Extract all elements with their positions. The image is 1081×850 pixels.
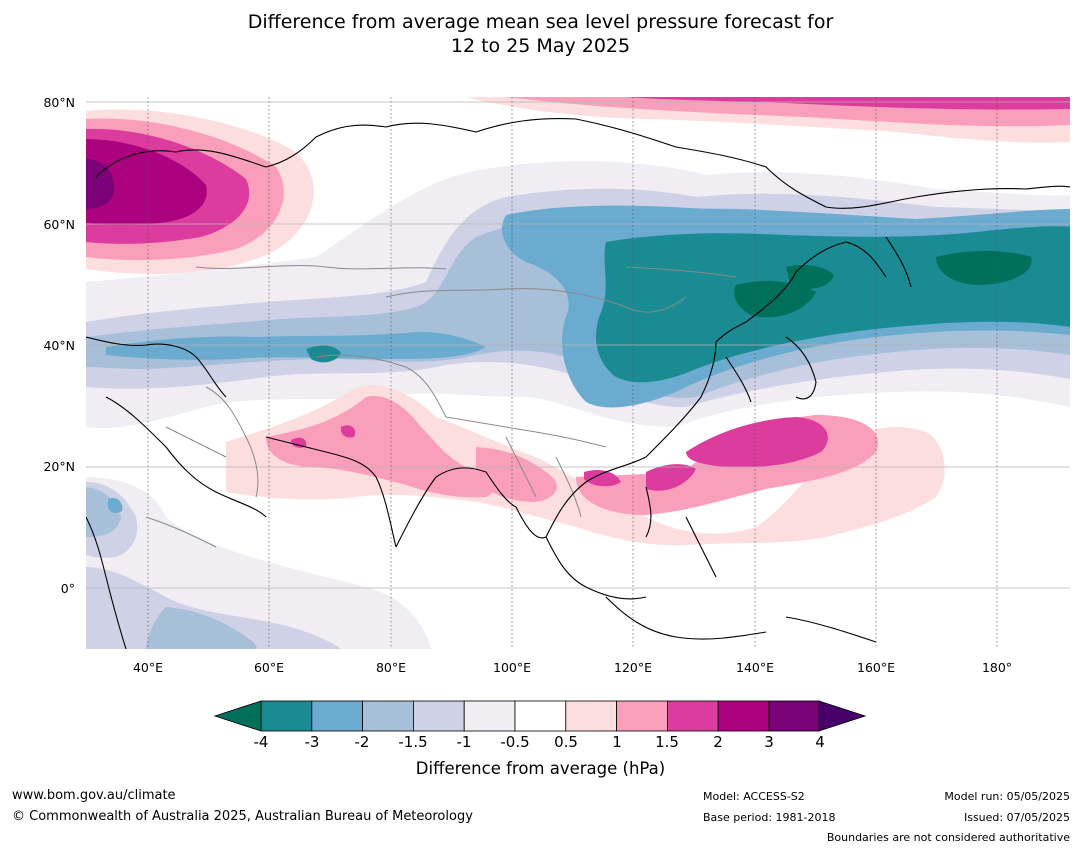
colorbar-tick: -3 — [304, 733, 320, 751]
lon-tick-100e: 100°E — [492, 660, 532, 675]
website-link[interactable]: www.bom.gov.au/climate — [12, 788, 176, 803]
title-line-1: Difference from average mean sea level p… — [247, 11, 834, 33]
lon-tick-80e: 80°E — [375, 660, 407, 675]
colorbar-tick: -2 — [354, 733, 370, 751]
colorbar-tick: 0.5 — [554, 733, 578, 751]
colorbar-cell — [717, 700, 770, 732]
lat-tick-60n: 60°N — [43, 217, 75, 232]
lat-gridlines — [86, 101, 1070, 589]
model-name: Model: ACCESS-S2 — [703, 790, 805, 803]
lon-tick-120e: 120°E — [613, 660, 653, 675]
arctic-positive-anomaly — [86, 97, 1070, 143]
colorbar-cell — [362, 700, 414, 732]
coastlines — [86, 118, 1070, 649]
lon-tick-40e: 40°E — [132, 660, 164, 675]
colorbar-cell — [565, 700, 617, 732]
colorbar-cell — [412, 700, 465, 732]
lat-tick-40n: 40°N — [43, 338, 75, 353]
colorbar-tick: 1.5 — [655, 733, 679, 751]
lat-tick-0: 0° — [60, 581, 75, 596]
lon-tick-140e: 140°E — [735, 660, 775, 675]
issued-date: Issued: 07/05/2025 — [963, 811, 1070, 824]
country-borders — [145, 265, 737, 548]
colorbar-under-arrow — [213, 700, 262, 732]
colorbar-cells — [260, 700, 821, 732]
colorbar-cell — [666, 700, 719, 732]
southwest-negative-anomaly — [86, 477, 431, 649]
lat-tick-20n: 20°N — [43, 459, 75, 474]
colorbar-tick: 1 — [612, 733, 622, 751]
pressure-anomaly-map — [86, 97, 1070, 649]
lon-tick-160e: 160°E — [856, 660, 896, 675]
lon-tick-60e: 60°E — [253, 660, 285, 675]
lat-tick-80n: 80°N — [43, 95, 75, 110]
colorbar-cell — [768, 700, 821, 732]
colorbar-tick: -4 — [253, 733, 269, 751]
title-line-2: 12 to 25 May 2025 — [450, 35, 631, 57]
colorbar-tick: -1 — [456, 733, 472, 751]
colorbar-cell — [616, 700, 668, 732]
nw-pacific-negative-anomaly — [502, 205, 1070, 408]
colorbar-cell — [514, 700, 567, 732]
map-svg — [86, 97, 1070, 649]
colorbar-over-arrow — [818, 700, 867, 732]
base-period: Base period: 1981-2018 — [703, 811, 836, 824]
map-title: Difference from average mean sea level p… — [0, 10, 1081, 58]
colorbar-svg — [213, 700, 867, 732]
colorbar-tick: 2 — [713, 733, 723, 751]
colorbar-tick: 3 — [764, 733, 774, 751]
colorbar-tick: 4 — [815, 733, 825, 751]
colorbar-cell — [463, 700, 516, 732]
colorbar — [213, 700, 867, 732]
colorbar-tick: -0.5 — [500, 733, 530, 751]
lon-gridlines — [147, 97, 998, 649]
south-asia-positive-anomaly — [226, 385, 945, 546]
copyright-text: © Commonwealth of Australia 2025, Austra… — [12, 809, 473, 824]
colorbar-label: Difference from average (hPa) — [415, 759, 666, 778]
lon-tick-180: 180° — [981, 660, 1013, 675]
colorbar-cell — [260, 700, 313, 732]
boundaries-disclaimer: Boundaries are not considered authoritat… — [826, 831, 1070, 844]
model-run-date: Model run: 05/05/2025 — [944, 790, 1070, 803]
colorbar-cell — [311, 700, 364, 732]
colorbar-tick: -1.5 — [398, 733, 428, 751]
